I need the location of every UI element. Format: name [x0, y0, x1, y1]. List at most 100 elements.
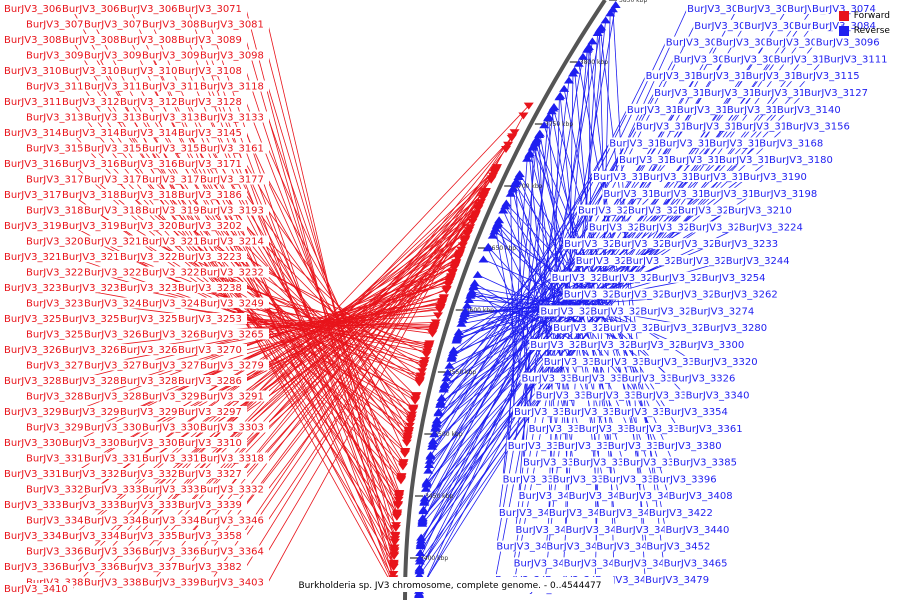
forward-gene-label[interactable]: BurJV3_3189	[84, 206, 148, 217]
reverse-gene-label[interactable]: BurJV3_3191	[603, 189, 667, 200]
forward-gene-label[interactable]: BurJV3_3177	[200, 175, 264, 186]
forward-gene-label[interactable]: BurJV3_3253	[178, 314, 242, 325]
reverse-gene-label[interactable]: BurJV3_3351	[614, 407, 678, 418]
reverse-gene-label[interactable]: BurJV3_3208	[678, 206, 742, 217]
reverse-gene-label[interactable]: BurJV3_3317	[644, 357, 708, 368]
forward-gene-label[interactable]: BurJV3_3181	[62, 190, 126, 201]
forward-gene-label[interactable]: BurJV3_3226	[84, 268, 148, 279]
reverse-gene-label[interactable]: BurJV3_3390	[603, 474, 667, 485]
reverse-gene-label[interactable]: BurJV3_3428	[516, 525, 580, 536]
reverse-gene-label[interactable]: BurJV3_3263	[540, 306, 604, 317]
reverse-gene-label[interactable]: BurJV3_3335	[586, 390, 650, 401]
reverse-gene-label[interactable]: BurJV3_3120	[654, 88, 718, 99]
reverse-gene-label[interactable]: BurJV3_3114	[746, 71, 810, 82]
reverse-gene-label[interactable]: BurJV3_3375	[558, 441, 622, 452]
reverse-gene-label[interactable]: BurJV3_3325	[621, 374, 685, 385]
reverse-gene-label[interactable]: BurJV3_3376	[608, 441, 672, 452]
reverse-gene-label[interactable]: BurJV3_3259	[614, 290, 678, 301]
forward-gene-label[interactable]: BurJV3_3072	[26, 20, 90, 31]
reverse-gene-label[interactable]: BurJV3_3179	[719, 155, 783, 166]
reverse-gene-label[interactable]: BurJV3_3267	[590, 306, 654, 317]
reverse-gene-label[interactable]: BurJV3_3372	[508, 441, 572, 452]
forward-gene-label[interactable]: BurJV3_3332	[200, 485, 264, 496]
forward-gene-label[interactable]: BurJV3_3282	[4, 376, 68, 387]
forward-gene-label[interactable]: BurJV3_3116	[84, 82, 148, 93]
reverse-gene-label[interactable]: BurJV3_3156	[786, 122, 850, 133]
forward-gene-label[interactable]: BurJV3_3163	[62, 159, 126, 170]
forward-gene-label[interactable]: BurJV3_3237	[120, 283, 184, 294]
forward-gene-label[interactable]: BurJV3_3304	[4, 438, 68, 449]
reverse-gene-label[interactable]: BurJV3_3389	[553, 474, 617, 485]
forward-gene-label[interactable]: BurJV3_3362	[84, 547, 148, 558]
forward-gene-label[interactable]: BurJV3_3391	[142, 578, 206, 589]
forward-gene-label[interactable]: BurJV3_3128	[178, 97, 242, 108]
reverse-gene-label[interactable]: BurJV3_3243	[676, 256, 740, 267]
reverse-gene-label[interactable]: BurJV3_3127	[804, 88, 868, 99]
forward-gene-label[interactable]: BurJV3_3303	[200, 423, 264, 434]
forward-gene-label[interactable]: BurJV3_3069	[120, 4, 184, 15]
reverse-gene-label[interactable]: BurJV3_3326	[671, 374, 735, 385]
forward-gene-label[interactable]: BurJV3_3337	[120, 500, 184, 511]
reverse-gene-label[interactable]: BurJV3_3086	[666, 38, 730, 49]
forward-gene-label[interactable]: BurJV3_3092	[84, 51, 148, 62]
reverse-gene-label[interactable]: BurJV3_3201	[578, 206, 642, 217]
forward-gene-label[interactable]: BurJV3_3171	[178, 159, 242, 170]
forward-gene-label[interactable]: BurJV3_3288	[84, 392, 148, 403]
reverse-gene-label[interactable]: BurJV3_3435	[616, 525, 680, 536]
reverse-gene-label[interactable]: BurJV3_3452	[646, 542, 710, 553]
reverse-gene-label[interactable]: BurJV3_3479	[645, 575, 709, 586]
forward-gene-label[interactable]: BurJV3_3083	[62, 35, 126, 46]
reverse-gene-label[interactable]: BurJV3_3338	[636, 390, 700, 401]
reverse-gene-label[interactable]: BurJV3_3280	[703, 323, 767, 334]
reverse-gene-label[interactable]: BurJV3_3140	[777, 105, 841, 116]
forward-gene-label[interactable]: BurJV3_3068	[62, 4, 126, 15]
reverse-gene-label[interactable]: BurJV3_3096	[816, 38, 880, 49]
reverse-gene-label[interactable]: BurJV3_3416	[549, 508, 613, 519]
reverse-gene-label[interactable]: BurJV3_3328	[536, 390, 600, 401]
reverse-gene-label[interactable]: BurJV3_3254	[702, 273, 766, 284]
forward-gene-label[interactable]: BurJV3_3103	[120, 66, 184, 77]
forward-gene-label[interactable]: BurJV3_3313	[26, 454, 90, 465]
reverse-gene-label[interactable]: BurJV3_3476	[595, 575, 659, 586]
forward-gene-label[interactable]: BurJV3_3094	[142, 51, 206, 62]
forward-gene-label[interactable]: BurJV3_3264	[142, 330, 206, 341]
forward-gene-label[interactable]: BurJV3_3302	[142, 423, 206, 434]
forward-gene-label[interactable]: BurJV3_3174	[84, 175, 148, 186]
reverse-gene-label[interactable]: BurJV3_3090	[716, 38, 780, 49]
forward-gene-label[interactable]: BurJV3_3239	[26, 299, 90, 310]
forward-gene-label[interactable]: BurJV3_3296	[120, 407, 184, 418]
reverse-gene-label[interactable]: BurJV3_3359	[629, 424, 693, 435]
reverse-gene-label[interactable]: BurJV3_3230	[614, 239, 678, 250]
forward-gene-label[interactable]: BurJV3_3336	[62, 500, 126, 511]
forward-gene-label[interactable]: BurJV3_3143	[62, 128, 126, 139]
reverse-gene-label[interactable]: BurJV3_3257	[564, 290, 628, 301]
forward-gene-label[interactable]: BurJV3_3295	[62, 407, 126, 418]
forward-gene-label[interactable]: BurJV3_3272	[26, 361, 90, 372]
forward-gene-label[interactable]: BurJV3_3315	[142, 454, 206, 465]
forward-gene-label[interactable]: BurJV3_3323	[120, 469, 184, 480]
forward-gene-label[interactable]: BurJV3_3236	[62, 283, 126, 294]
reverse-gene-label[interactable]: BurJV3_3160	[659, 138, 723, 149]
reverse-gene-label[interactable]: BurJV3_3149	[686, 122, 750, 133]
reverse-gene-label[interactable]: BurJV3_3462	[564, 558, 628, 569]
reverse-gene-label[interactable]: BurJV3_3401	[519, 491, 583, 502]
forward-gene-label[interactable]: BurJV3_3091	[26, 51, 90, 62]
reverse-gene-label[interactable]: BurJV3_3350	[564, 407, 628, 418]
reverse-gene-label[interactable]: BurJV3_3274	[690, 306, 754, 317]
forward-gene-label[interactable]: BurJV3_3088	[120, 35, 184, 46]
forward-gene-label[interactable]: BurJV3_3162	[4, 159, 68, 170]
forward-gene-label[interactable]: BurJV3_3285	[120, 376, 184, 387]
forward-gene-label[interactable]: BurJV3_3341	[26, 516, 90, 527]
reverse-gene-label[interactable]: BurJV3_3077	[694, 21, 758, 32]
reverse-gene-label[interactable]: BurJV3_3197	[703, 189, 767, 200]
reverse-gene-label[interactable]: BurJV3_3099	[724, 54, 788, 65]
forward-gene-label[interactable]: BurJV3_3081	[200, 20, 264, 31]
reverse-gene-label[interactable]: BurJV3_3322	[521, 374, 585, 385]
reverse-gene-label[interactable]: BurJV3_3136	[677, 105, 741, 116]
forward-gene-label[interactable]: BurJV3_3124	[62, 97, 126, 108]
forward-gene-label[interactable]: BurJV3_3249	[200, 299, 264, 310]
reverse-gene-label[interactable]: BurJV3_3129	[627, 105, 691, 116]
reverse-gene-label[interactable]: BurJV3_3440	[666, 525, 730, 536]
forward-gene-label[interactable]: BurJV3_3290	[142, 392, 206, 403]
forward-gene-label[interactable]: BurJV3_3203	[26, 237, 90, 248]
